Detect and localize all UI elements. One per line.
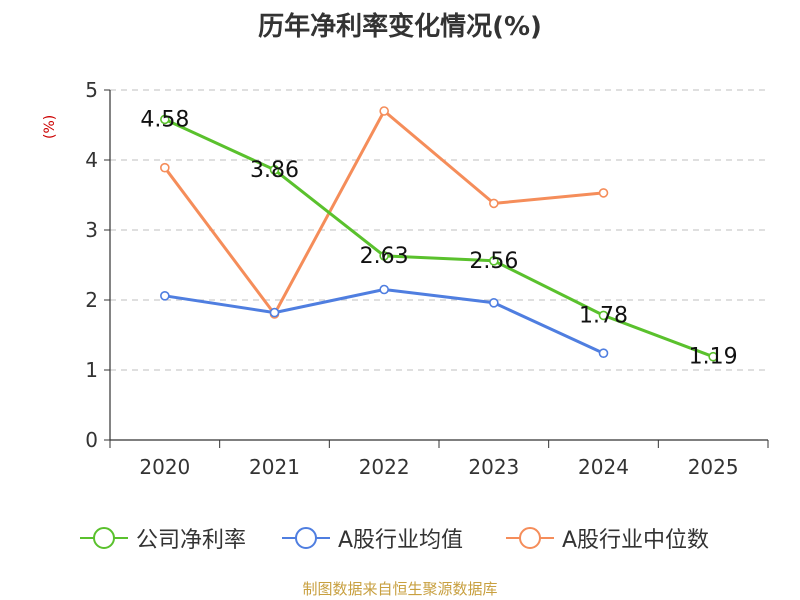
legend-item-company[interactable]: 公司净利率 <box>78 520 246 556</box>
y-tick-label: 0 <box>85 428 98 452</box>
data-label: 4.58 <box>140 107 189 132</box>
x-tick-label: 2021 <box>249 455 300 479</box>
data-label: 2.56 <box>469 249 518 274</box>
y-tick-label: 3 <box>85 218 98 242</box>
data-point <box>379 251 389 261</box>
y-tick-label: 4 <box>85 148 98 172</box>
data-point <box>160 162 170 173</box>
data-point <box>708 351 718 362</box>
data-point <box>489 255 499 266</box>
legend-swatch-icon <box>506 527 554 549</box>
y-tick-label: 5 <box>85 78 98 102</box>
legend-swatch-icon <box>80 527 128 549</box>
data-point <box>160 290 170 301</box>
legend-item-industry-median[interactable]: A股行业中位数 <box>504 520 709 556</box>
data-point <box>160 114 170 125</box>
x-tick-label: 2020 <box>139 455 190 479</box>
data-label: 1.19 <box>689 345 738 370</box>
legend-item-industry-mean[interactable]: A股行业均值 <box>280 520 463 556</box>
legend-swatch-icon <box>282 527 330 549</box>
source-note: 制图数据来自恒生聚源数据库 <box>302 580 498 598</box>
x-tick-label: 2023 <box>468 455 519 479</box>
series-line <box>164 118 714 359</box>
legend-label: 公司净利率 <box>136 528 247 553</box>
data-point <box>269 165 280 175</box>
legend: 公司净利率 A股行业均值 A股行业中位数 <box>0 520 800 556</box>
series-line <box>164 288 605 355</box>
chart-title: 历年净利率变化情况(%) <box>258 12 542 42</box>
y-tick-label: 2 <box>85 288 98 312</box>
data-point <box>598 310 609 321</box>
legend-label: A股行业中位数 <box>562 528 710 553</box>
data-point <box>269 307 280 318</box>
data-point <box>379 106 389 116</box>
x-tick-label: 2022 <box>359 455 410 479</box>
data-point <box>379 284 389 295</box>
legend-label: A股行业均值 <box>338 528 464 553</box>
line-chart: 0 1 2 3 4 5 2020 2021 2022 2023 2024 2025 4.58 3.86 2.… <box>85 78 769 479</box>
data-point <box>489 198 499 209</box>
data-label: 2.63 <box>360 244 409 269</box>
data-label: 3.86 <box>250 158 299 183</box>
data-point <box>489 297 499 308</box>
x-tick-label: 2024 <box>578 455 629 479</box>
data-point <box>598 348 609 359</box>
y-tick-label: 1 <box>85 358 98 382</box>
data-label: 1.78 <box>579 303 628 328</box>
x-tick-label: 2025 <box>688 455 739 479</box>
data-point <box>598 188 609 198</box>
